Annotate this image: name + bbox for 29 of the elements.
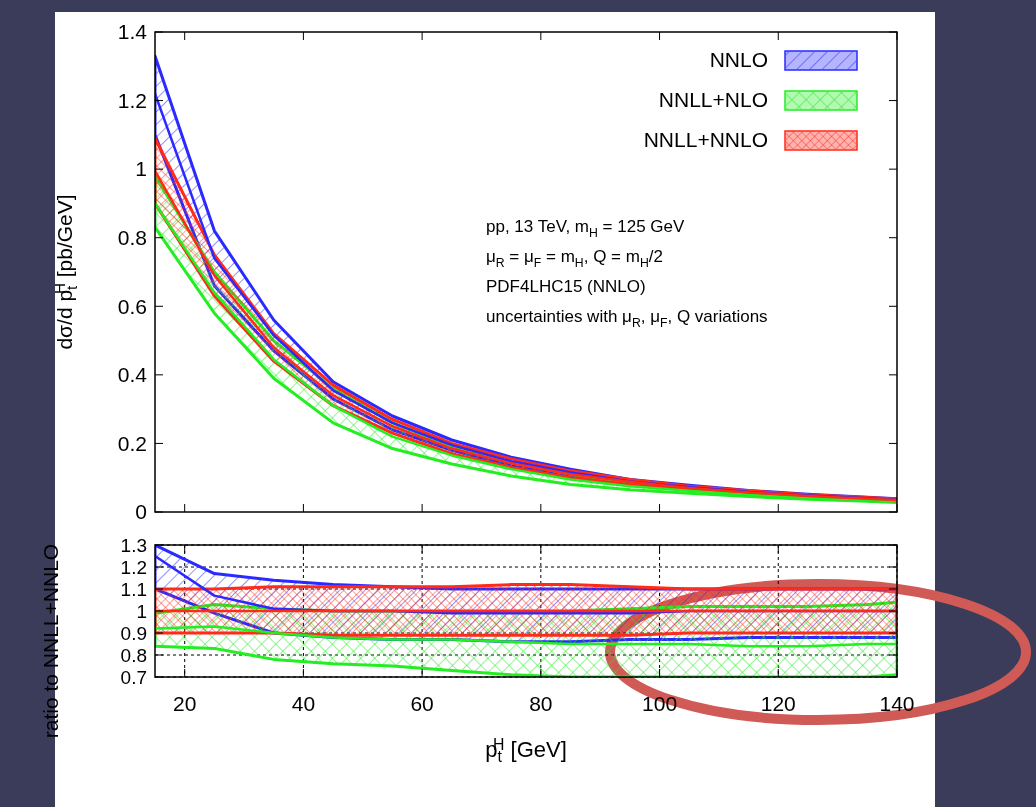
- annotation: pp, 13 TeV, m$_{H}$ = 125 GeV: [486, 217, 686, 240]
- y-tick-label: 0: [135, 500, 147, 524]
- y-tick-label: 0.8: [117, 226, 147, 250]
- x-tick-label: 120: [760, 692, 796, 715]
- y-tick-label: 1.3: [120, 534, 147, 556]
- y-tick-label: 0.6: [117, 294, 147, 318]
- annotation: PDF4LHC15 (NNLO): [486, 277, 646, 296]
- y-tick-label: 0.9: [120, 622, 147, 644]
- legend-label: NNLL+NLO: [658, 88, 768, 112]
- annotation: uncertainties with μ$_{R}$, μ$_{F}$, Q variations: [486, 307, 768, 330]
- y-tick-label: 0.8: [120, 644, 147, 666]
- y-tick-label: 1: [136, 600, 147, 622]
- y-tick-label: 1.4: [117, 20, 148, 44]
- legend-label: NNLL+NNLO: [643, 128, 768, 152]
- x-tick-label: 80: [529, 692, 553, 715]
- x-tick-label: 20: [173, 692, 197, 715]
- y-tick-label: 1.2: [120, 556, 147, 578]
- y-axis-title: ratio to NNLL+NNLO: [39, 543, 62, 739]
- x-tick-label: 40: [291, 692, 316, 715]
- legend-label: NNLO: [709, 48, 768, 72]
- y-tick-label: 0.7: [120, 666, 147, 688]
- y-tick-label: 0.2: [117, 431, 147, 455]
- y-tick-label: 1.1: [120, 578, 147, 600]
- x-tick-label: 60: [410, 692, 434, 715]
- y-tick-label: 1: [135, 157, 147, 181]
- y-tick-label: 0.4: [117, 363, 148, 387]
- x-tick-label: 140: [879, 692, 915, 715]
- text: μ$_{R}$ = μ$_{F}$ = m$_{H}$, Q = m$_{H}$/2: [486, 247, 663, 270]
- y-tick-label: 1.2: [117, 88, 147, 112]
